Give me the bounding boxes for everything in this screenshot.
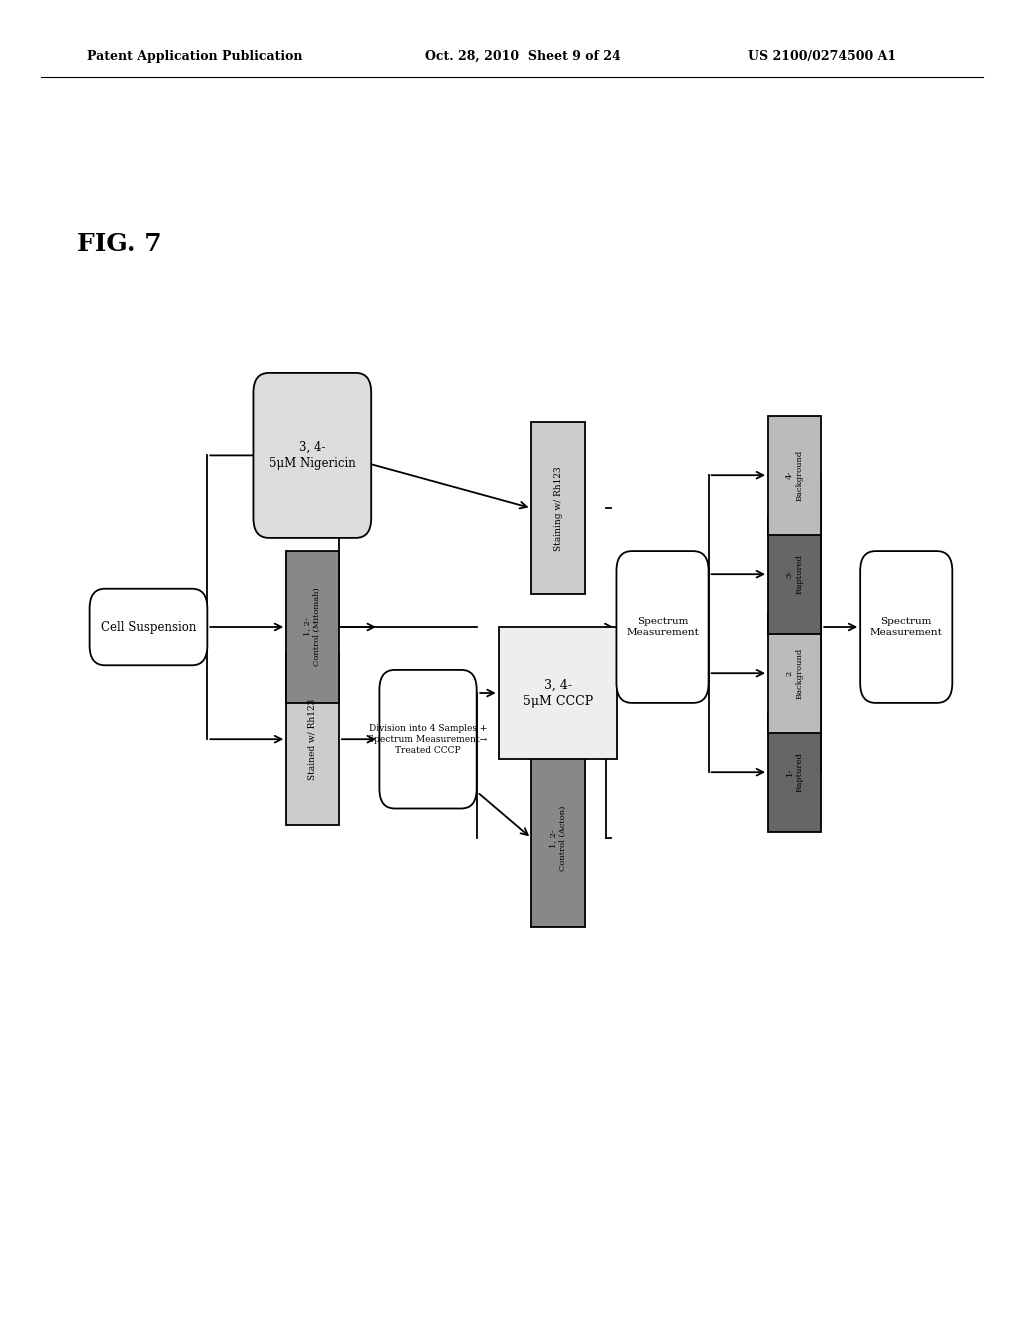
Text: Division into 4 Samples +
Spectrum Measurement→
Treated CCCP: Division into 4 Samples + Spectrum Measu… [369, 723, 487, 755]
Bar [768, 614, 821, 733]
Text: Patent Application Publication: Patent Application Publication [87, 50, 302, 63]
FancyBboxPatch shape [379, 671, 477, 808]
Text: 3, 4-
5μM CCCP: 3, 4- 5μM CCCP [523, 678, 593, 708]
FancyBboxPatch shape [90, 589, 207, 665]
Text: Spectrum
Measurement: Spectrum Measurement [869, 616, 943, 638]
Text: Stained w/ Rh123: Stained w/ Rh123 [308, 698, 316, 780]
Text: 3-
Raptured: 3- Raptured [785, 554, 804, 594]
Bar [531, 422, 585, 594]
Text: Cell Suspension: Cell Suspension [100, 620, 197, 634]
Text: Oct. 28, 2010  Sheet 9 of 24: Oct. 28, 2010 Sheet 9 of 24 [425, 50, 621, 63]
Text: Spectrum
Measurement: Spectrum Measurement [626, 616, 699, 638]
Text: 2
Background: 2 Background [785, 648, 804, 698]
Text: US 2100/0274500 A1: US 2100/0274500 A1 [748, 50, 896, 63]
FancyBboxPatch shape [254, 372, 371, 539]
Bar [500, 627, 616, 759]
FancyBboxPatch shape [616, 552, 709, 702]
Bar [286, 552, 339, 702]
Bar [768, 713, 821, 832]
Text: 1-
Raptured: 1- Raptured [785, 752, 804, 792]
Bar [286, 653, 339, 825]
Text: 4-
Background: 4- Background [785, 450, 804, 500]
Text: FIG. 7: FIG. 7 [77, 232, 162, 256]
FancyBboxPatch shape [860, 552, 952, 702]
Bar [531, 750, 585, 927]
Bar [768, 515, 821, 634]
Text: Staining w/ Rh123: Staining w/ Rh123 [554, 466, 562, 550]
Text: 1, 2-
Control (Mitomah): 1, 2- Control (Mitomah) [303, 587, 322, 667]
Bar [768, 416, 821, 535]
Text: 1, 2-
Control (Acton): 1, 2- Control (Acton) [549, 805, 567, 871]
Text: 3, 4-
5μM Nigericin: 3, 4- 5μM Nigericin [269, 441, 355, 470]
